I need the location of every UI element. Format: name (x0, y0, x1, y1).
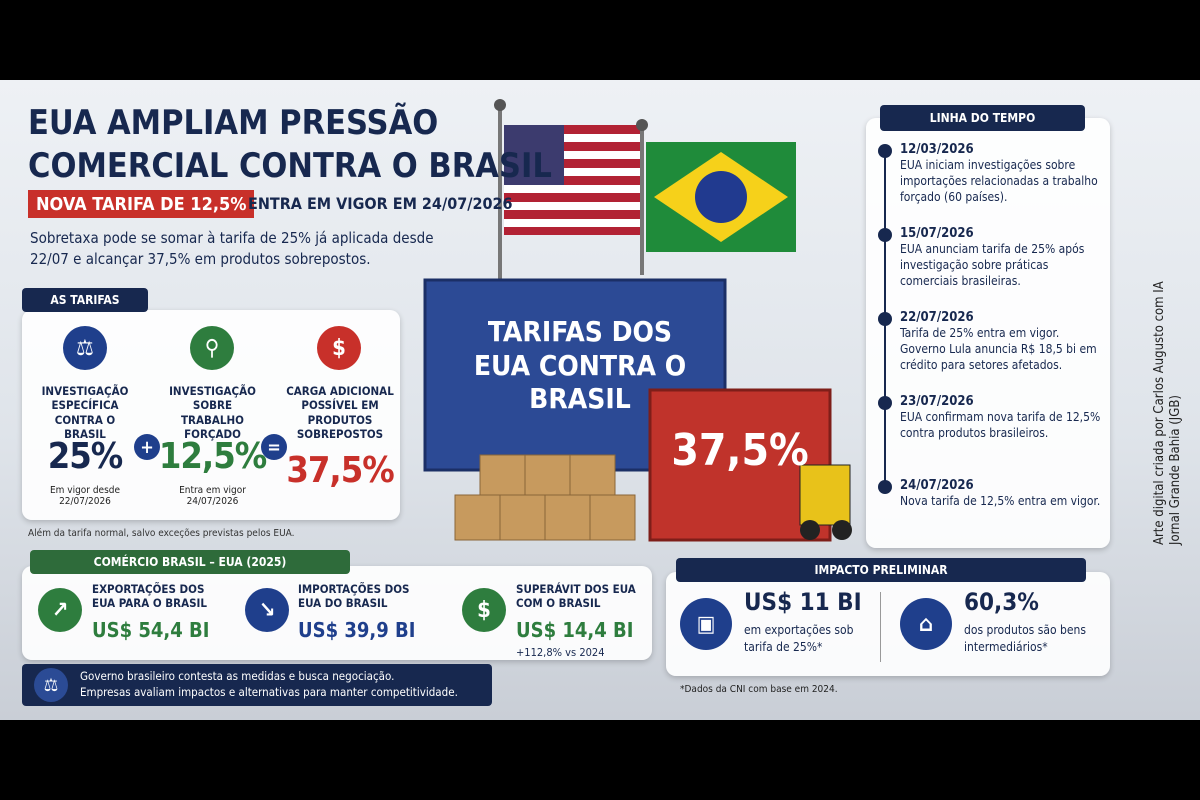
impact-text: dos produtos são bens intermediários* (964, 623, 1086, 654)
illustration (423, 99, 852, 542)
timeline-text: EUA anunciam tarifa de 25% após investig… (900, 242, 1085, 289)
tariff-note: Em vigor desde 22/07/2026 (49, 485, 121, 507)
timeline-event: 23/07/2026 EUA confirmam nova tarifa de 1… (878, 394, 1103, 478)
timeline-events: 12/03/2026 EUA iniciam investigações sobr… (878, 142, 1103, 562)
note-bar (22, 664, 492, 706)
timeline-dot (878, 396, 892, 410)
title: EUA AMPLIAM PRESSÃO COMERCIAL CONTRA O B… (28, 102, 552, 187)
title-line: EUA AMPLIAM PRESSÃO (28, 103, 439, 143)
trade-label: IMPORTAÇÕES DOS EUA DO BRASIL (298, 582, 410, 611)
note-line: Governo brasileiro contesta as medidas e… (80, 669, 395, 683)
note-line: Empresas avaliam impactos e alternativas… (80, 685, 458, 700)
timeline-dot (878, 144, 892, 158)
tariffs-footnote: Além da tarifa normal, salvo exceções pr… (28, 528, 295, 539)
tariff-value: 12,5% (158, 436, 267, 477)
factory-icon: ⌂ (900, 598, 952, 650)
arrow-up-icon: ↗ (38, 588, 82, 632)
trade-label: SUPERÁVIT DOS EUA COM O BRASIL (516, 582, 636, 611)
trade-note: +112,8% vs 2024 (516, 646, 605, 659)
highlight-rest: ENTRA EM VIGOR EM 24/07/2026 (248, 194, 513, 213)
scale-icon: ⚖ (34, 668, 68, 702)
trade-tag: COMÉRCIO BRASIL – EUA (2025) (30, 550, 350, 574)
brazil-flag (646, 142, 796, 252)
timeline-event: 15/07/2026 EUA anunciam tarifa de 25% apó… (878, 226, 1103, 310)
tariffs-tag: AS TARIFAS (22, 288, 148, 312)
red-container-text: 37,5% (671, 425, 809, 476)
credit-line: Arte digital criada por Carlos Augusto c… (1152, 281, 1167, 545)
timeline-date: 15/07/2026 (900, 226, 974, 241)
timeline-text: Tarifa de 25% entra em vigor. Governo Lu… (900, 326, 1097, 373)
tariff-note: Entra em vigor 24/07/2026 (179, 485, 246, 507)
timeline-date: 24/07/2026 (900, 478, 974, 493)
divider (880, 592, 881, 662)
timeline-dot (878, 312, 892, 326)
timeline-date: 12/03/2026 (900, 142, 974, 157)
credit: Arte digital criada por Carlos Augusto c… (1152, 165, 1185, 545)
impact-tag: IMPACTO PRELIMINAR (676, 558, 1086, 582)
pole-top (494, 99, 506, 111)
gavel-icon: ⚖ (63, 326, 107, 370)
highlight: NOVA TARIFA DE 12,5% (28, 190, 255, 218)
timeline-text: EUA iniciam investigações sobre importaç… (900, 158, 1098, 205)
trade-value: US$ 14,4 BI (516, 618, 634, 642)
coins-icon: $ (317, 326, 361, 370)
timeline-dot (878, 480, 892, 494)
title-line: COMERCIAL CONTRA O BRASIL (28, 145, 552, 186)
impact-text: em exportações sob tarifa de 25%* (744, 623, 854, 654)
operator: + (134, 434, 160, 460)
dollar-icon: $ (462, 588, 506, 632)
impact-value: US$ 11 BI (744, 588, 862, 616)
forklift (799, 464, 852, 540)
timeline-event: 22/07/2026 Tarifa de 25% entra em vigor. … (878, 310, 1103, 394)
timeline-tag: LINHA DO TEMPO (880, 105, 1085, 131)
impact-panel (666, 572, 1110, 676)
subtitle: Sobretaxa pode se somar à tarifa de 25% … (30, 229, 434, 268)
timeline-panel (866, 118, 1110, 548)
trade-label: EXPORTAÇÕES DOS EUA PARA O BRASIL (92, 582, 207, 611)
timeline-date: 23/07/2026 (900, 394, 974, 409)
container-text: TARIFAS DOS EUA CONTRA O BRASIL (473, 315, 687, 416)
trade-value: US$ 39,9 BI (298, 618, 416, 642)
impact-value: 60,3% (964, 588, 1039, 616)
timeline-date: 22/07/2026 (900, 310, 974, 325)
infographic: TARIFAS DOS EUA CONTRA O BRASIL 37,5% EU… (0, 80, 1200, 720)
impact-footnote: *Dados da CNI com base em 2024. (680, 684, 838, 695)
timeline-text: EUA confirmam nova tarifa de 12,5% contr… (900, 410, 1101, 441)
tariff-label: CARGA ADICIONAL POSSÍVEL EM PRODUTOS SOB… (286, 384, 394, 442)
timeline-event: 24/07/2026 Nova tarifa de 12,5% entra em … (878, 478, 1103, 562)
tariff-value: 37,5% (286, 450, 394, 491)
trade-panel (22, 566, 652, 660)
box-icon: ▣ (680, 598, 732, 650)
pole-top (636, 119, 648, 131)
tariff-label: INVESTIGAÇÃO ESPECÍFICA CONTRA O BRASIL (41, 384, 129, 442)
boxes (454, 454, 636, 541)
timeline-event: 12/03/2026 EUA iniciam investigações sobr… (878, 142, 1103, 226)
trade-value: US$ 54,4 BI (92, 618, 210, 642)
us-flag (504, 125, 644, 235)
note: Governo brasileiro contesta as medidas e… (80, 668, 458, 700)
timeline-dot (878, 228, 892, 242)
operator: = (261, 434, 287, 460)
search-icon: ⚲ (190, 326, 234, 370)
timeline-text: Nova tarifa de 12,5% entra em vigor. (900, 494, 1101, 508)
tariff-value: 25% (47, 436, 124, 477)
tariff-label: INVESTIGAÇÃO SOBRE TRABALHO FORÇADO (169, 384, 256, 442)
credit-line: Jornal Grande Bahia (JGB) (1168, 395, 1184, 545)
arrow-down-icon: ↘ (245, 588, 289, 632)
